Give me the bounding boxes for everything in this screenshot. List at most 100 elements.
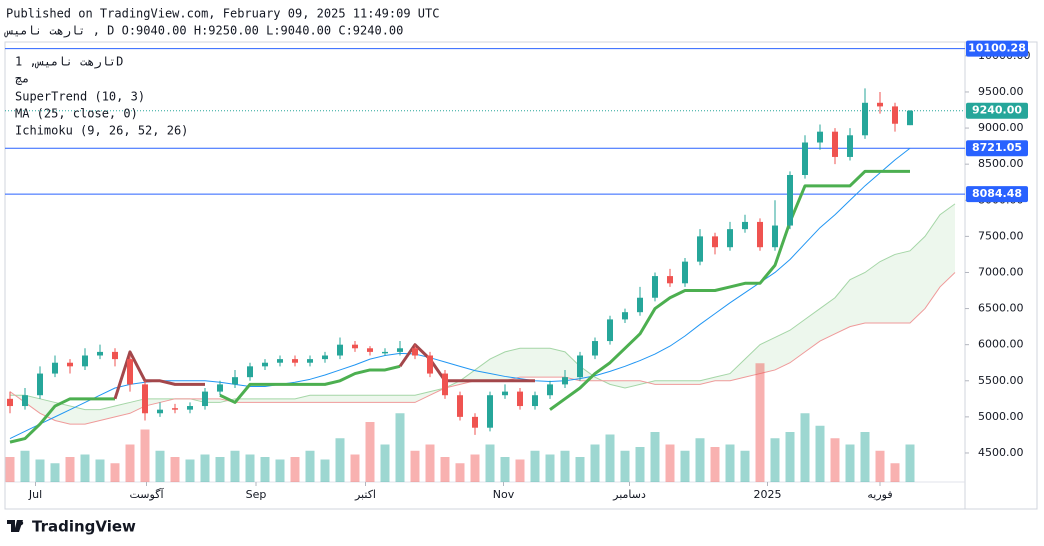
candle-body <box>157 409 163 414</box>
volume-bar <box>20 450 30 482</box>
volume-bar <box>800 413 810 482</box>
volume-bar <box>140 429 150 482</box>
y-tick-label: 7000.00 <box>978 265 1024 278</box>
volume-bar <box>875 450 885 482</box>
candle-body <box>472 416 478 428</box>
indicator-line <box>9 397 115 444</box>
volume-bar <box>230 450 240 482</box>
candle-body <box>142 384 148 414</box>
candle-body <box>742 221 748 230</box>
indicator-line <box>219 364 401 404</box>
candle-body <box>847 135 853 157</box>
volume-bar <box>725 444 735 482</box>
candle-body <box>652 276 658 298</box>
ohlc-line: تارهت نامیس , D O:9040.00 H:9250.00 L:90… <box>4 24 403 39</box>
y-tick-label: 7500.00 <box>978 229 1024 242</box>
level-tag <box>966 40 1028 57</box>
indicator-line <box>113 350 205 400</box>
candle-body <box>832 131 838 157</box>
candle-body <box>247 366 253 378</box>
volume-bar <box>455 463 465 482</box>
volume-bar <box>680 450 690 482</box>
candle-body <box>817 131 823 143</box>
volume-bar <box>590 444 600 482</box>
volume-bar <box>695 438 705 482</box>
candle-body <box>82 355 88 367</box>
volume-bar <box>200 454 210 482</box>
volume-bar <box>170 457 180 482</box>
volume-bar <box>110 463 120 482</box>
candle-body <box>352 344 358 349</box>
x-tick-label: دسامبر <box>612 488 646 501</box>
candle-body <box>127 359 133 385</box>
candle-body <box>637 297 643 313</box>
logo-text: TradingView <box>32 518 136 536</box>
candle-body <box>337 344 343 356</box>
volume-bar <box>275 459 285 482</box>
x-tick-label: اکتبر <box>354 488 376 501</box>
candle-body <box>727 229 733 248</box>
volume-bar <box>215 457 225 482</box>
candle-body <box>277 359 283 363</box>
volume-bar <box>665 444 675 482</box>
volume-bar <box>560 450 570 482</box>
candle-body <box>427 355 433 374</box>
volume-bar <box>80 454 90 482</box>
volume-bar <box>245 454 255 482</box>
candle-body <box>97 351 103 356</box>
published-note: Published on TradingView.com, February 0… <box>6 7 439 21</box>
candle-body <box>37 373 43 396</box>
legend-symbol: تارهت نامیس, 1D <box>15 55 123 70</box>
level-label: 8084.48 <box>972 187 1022 200</box>
candle-body <box>592 341 598 356</box>
volume-bar <box>905 444 915 482</box>
candle-body <box>667 276 673 284</box>
volume-bar <box>710 447 720 482</box>
level-label: 10100.28 <box>968 42 1026 55</box>
volume-bar <box>350 454 360 482</box>
volume-bar <box>410 450 420 482</box>
overlay: تارهت نامیس, 1D مچ SuperTrend (10, 3) MA… <box>15 55 188 138</box>
candle-body <box>382 351 388 354</box>
candle-body <box>52 362 58 374</box>
plot <box>5 48 969 486</box>
candle-body <box>862 102 868 136</box>
volume-bar <box>815 425 825 482</box>
candle-body <box>577 355 583 378</box>
candle-body <box>67 362 73 367</box>
volume-bar <box>260 457 270 482</box>
candle-body <box>712 236 718 248</box>
candle-body <box>757 221 763 248</box>
legend-ma: MA (25, close, 0) <box>15 107 138 121</box>
candle-body <box>877 102 883 107</box>
x-tick-label: Sep <box>246 488 267 501</box>
y-tick-label: 6500.00 <box>978 302 1024 315</box>
volume-bar <box>830 438 840 482</box>
x-tick-label: فوریه <box>867 488 892 501</box>
candle-body <box>22 395 28 407</box>
candle-body <box>607 319 613 342</box>
y-tick-label: 5000.00 <box>978 410 1024 423</box>
volume-bar <box>380 444 390 482</box>
logo: TradingView <box>7 518 136 536</box>
candle-body <box>907 110 913 126</box>
candle-body <box>397 348 403 352</box>
volume-bar <box>575 457 585 482</box>
candle-body <box>457 395 463 417</box>
volume-bar <box>35 459 45 482</box>
volume-bar <box>155 450 165 482</box>
volume-bar <box>5 457 15 482</box>
x-tick-label: آگوست <box>130 487 165 501</box>
volume-bar <box>845 444 855 482</box>
volume-bar <box>515 459 525 482</box>
candle-body <box>622 312 628 320</box>
y-tick-label: 9000.00 <box>978 121 1024 134</box>
volume-bar <box>470 454 480 482</box>
candle-body <box>532 395 538 407</box>
volume-bar <box>770 438 780 482</box>
volume-bar <box>290 457 300 482</box>
candle-body <box>7 398 13 407</box>
candle-body <box>112 351 118 360</box>
frame <box>4 41 1038 510</box>
legend-ichimoku: Ichimoku (9, 26, 52, 26) <box>15 124 188 138</box>
